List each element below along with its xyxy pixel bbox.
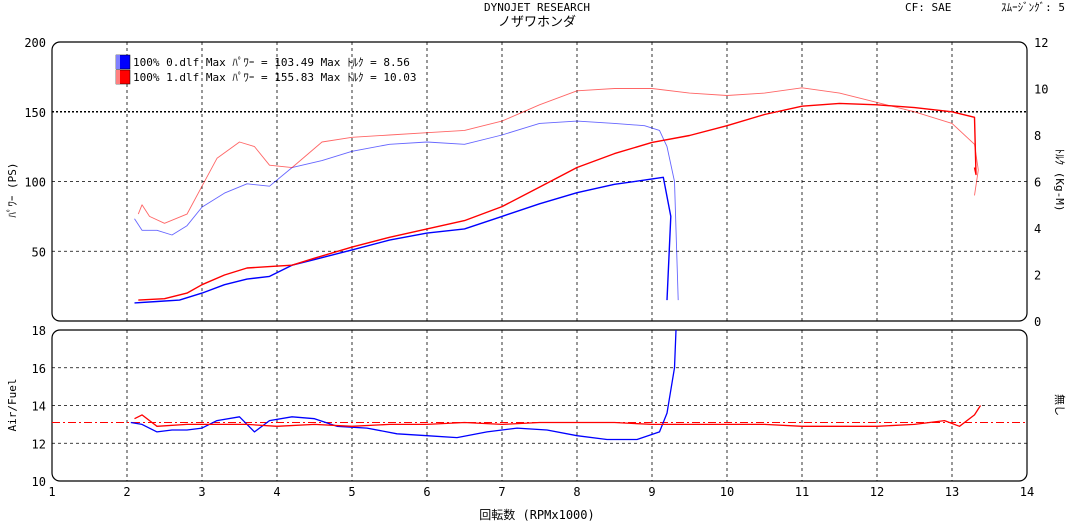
y-tick-label-af: 18 (32, 324, 46, 338)
y-tick-label-af: 14 (32, 400, 46, 414)
y-axis-torque-label: ﾄﾙｸ (Kg-M) (1053, 149, 1066, 212)
power-series (134, 87, 979, 304)
y-tick-label-af: 10 (32, 475, 46, 489)
x-tick-label: 8 (573, 485, 580, 499)
y-tick-label-power: 200 (24, 36, 46, 50)
af-series (130, 329, 982, 441)
y-tick-label-torque: 2 (1034, 269, 1041, 283)
series-torque-1 (134, 120, 679, 301)
x-tick-label: 9 (648, 485, 655, 499)
series-power-0 (134, 176, 672, 304)
y-axis-power-label: ﾊﾟﾜｰ (PS) (6, 162, 19, 217)
x-tick-label: 14 (1020, 485, 1034, 499)
y-tick-label-torque: 4 (1034, 222, 1041, 236)
y-tick-label-torque: 12 (1034, 36, 1048, 50)
y-tick-label-torque: 0 (1034, 315, 1041, 329)
chart-title: DYNOJET RESEARCH (484, 1, 590, 14)
y-tick-label-torque: 6 (1034, 176, 1041, 190)
x-tick-label: 6 (423, 485, 430, 499)
y-axis-af-label: Air/Fuel (6, 379, 19, 432)
y-tick-label-power: 50 (32, 245, 46, 259)
x-axis-label: 回転数 (RPMx1000) (479, 507, 594, 522)
x-tick-label: 7 (498, 485, 505, 499)
series-torque-3 (137, 87, 979, 224)
x-tick-label: 1 (48, 485, 55, 499)
cf-label: CF: SAE (905, 1, 951, 14)
y-tick-label-power: 150 (24, 106, 46, 120)
series-af-0 (130, 329, 677, 441)
y-tick-label-af: 16 (32, 362, 46, 376)
y-tick-label-af: 12 (32, 437, 46, 451)
x-tick-label: 10 (720, 485, 734, 499)
y-tick-label-torque: 10 (1034, 83, 1048, 97)
x-tick-label: 11 (795, 485, 809, 499)
legend-label-1: 100% 1.dlf Max ﾊﾟﾜｰ = 155.83 Max ﾄﾙｸ = 1… (133, 71, 417, 84)
x-tick-label: 13 (945, 485, 959, 499)
x-tick-label: 5 (348, 485, 355, 499)
legend: 100% 0.dlf Max ﾊﾟﾜｰ = 103.49 Max ﾄﾙｸ = 8… (115, 54, 417, 85)
axis-ticks: 1 2 3 4 5 6 7 8 9 10 11 12 13 14501001502000246810121… (24, 36, 1048, 499)
x-tick-label: 3 (198, 485, 205, 499)
x-tick-label: 2 (123, 485, 130, 499)
x-tick-label: 12 (870, 485, 884, 499)
smoothing-label: ｽﾑｰｼﾞﾝｸﾞ: 5 (1001, 1, 1065, 14)
legend-label-0: 100% 0.dlf Max ﾊﾟﾜｰ = 103.49 Max ﾄﾙｸ = 8… (133, 56, 410, 69)
y-axis-af-right-label: 無し (1053, 394, 1067, 416)
series-af-1 (134, 405, 982, 427)
x-tick-label: 4 (273, 485, 280, 499)
chart-subtitle: ノザワホンダ (498, 15, 576, 30)
power-grid (52, 42, 1027, 321)
af-grid (52, 330, 1027, 481)
y-tick-label-power: 100 (24, 176, 46, 190)
y-tick-label-torque: 8 (1034, 129, 1041, 143)
